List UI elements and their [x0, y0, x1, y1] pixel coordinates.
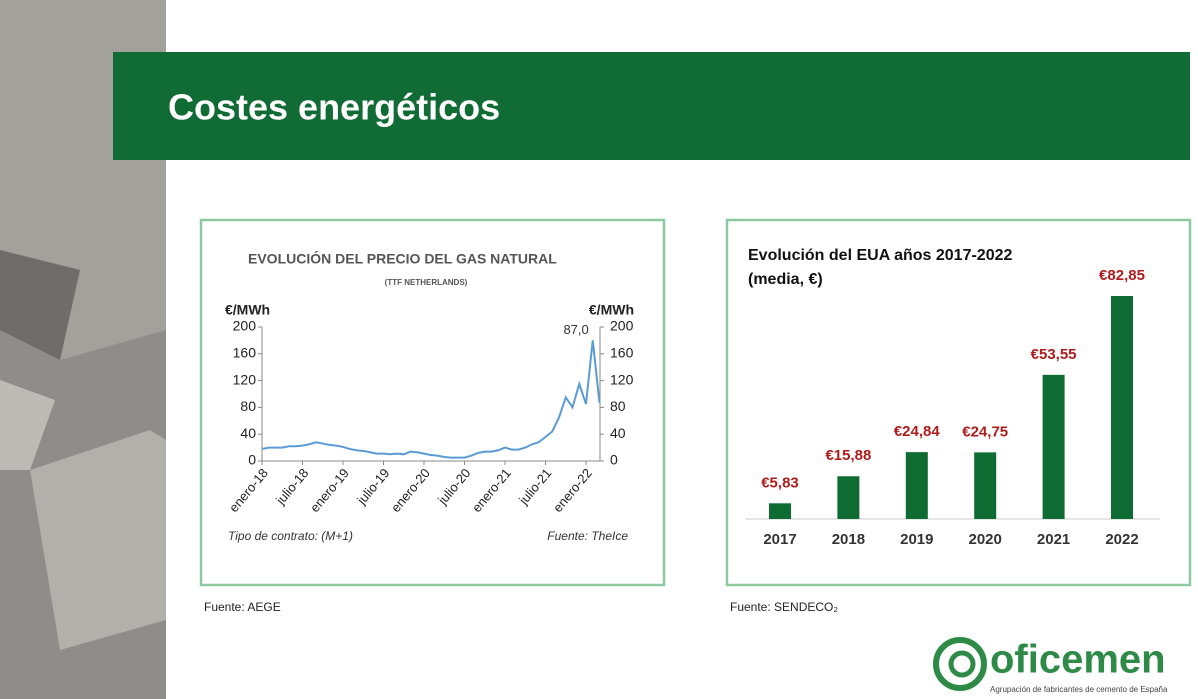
data-label: €82,85: [1099, 267, 1145, 284]
data-label: €53,55: [1031, 346, 1077, 363]
chart-frame: [725, 218, 1192, 587]
logo-mark: [948, 650, 976, 678]
y2-tick-label: 160: [610, 345, 634, 361]
title-banner: [113, 52, 1190, 160]
x-tick-label: 2018: [832, 531, 865, 548]
chart-subtitle: (TTF NETHERLANDS): [385, 278, 468, 287]
bar: [837, 476, 860, 519]
data-label: €15,88: [825, 447, 871, 464]
price-line: [261, 340, 601, 459]
y2-tick-label: 120: [610, 371, 634, 387]
annotation: 87,0: [563, 322, 588, 337]
x-tick-label: 2022: [1105, 531, 1138, 548]
source: Fuente: AEGE: [204, 600, 281, 614]
bar: [1042, 374, 1065, 519]
logo-tagline: Agrupación de fabricantes de cemento de …: [990, 685, 1168, 694]
chart-subtitle: (media, €): [748, 271, 823, 288]
x-tick-label: 2019: [900, 531, 933, 548]
chart-title: EVOLUCIÓN DEL PRECIO DEL GAS NATURAL: [248, 250, 557, 267]
x-tick-label: 2020: [969, 531, 1002, 548]
y2-axis-label: €/MWh: [589, 302, 634, 318]
y2-tick-label: 0: [610, 452, 618, 468]
y-tick-label: 80: [240, 398, 256, 414]
bar: [974, 452, 997, 519]
y2-tick-label: 80: [610, 398, 626, 414]
y-tick-label: 120: [233, 371, 257, 387]
logo-mark: [933, 637, 987, 691]
concrete-block: [30, 430, 166, 650]
concrete-shadow: [0, 250, 80, 360]
x-tick-label: 2017: [763, 531, 796, 548]
slide-title: Costes energéticos: [168, 87, 500, 128]
chart-title: Evolución del EUA años 2017-2022: [748, 247, 1013, 264]
data-label: €24,75: [962, 423, 1008, 440]
data-label: €5,83: [761, 474, 799, 491]
y-tick-label: 0: [248, 452, 256, 468]
y-tick-label: 200: [233, 318, 257, 334]
y2-tick-label: 200: [610, 318, 634, 334]
bar: [905, 452, 928, 519]
bar: [1111, 296, 1133, 519]
y-tick-label: 160: [233, 345, 257, 361]
x-tick-label: 2021: [1037, 531, 1070, 548]
logo-name: oficemen: [990, 638, 1166, 682]
y-axis-label: €/MWh: [225, 302, 270, 318]
chart-note: Fuente: TheIce: [547, 529, 628, 543]
chart-note: Tipo de contrato: (M+1): [228, 529, 353, 543]
y2-tick-label: 40: [610, 425, 626, 441]
data-label: €24,84: [894, 423, 941, 440]
y-tick-label: 40: [240, 425, 256, 441]
concrete-block: [0, 380, 55, 470]
bar: [769, 503, 791, 519]
source: Fuente: SENDECO₂: [730, 600, 838, 614]
